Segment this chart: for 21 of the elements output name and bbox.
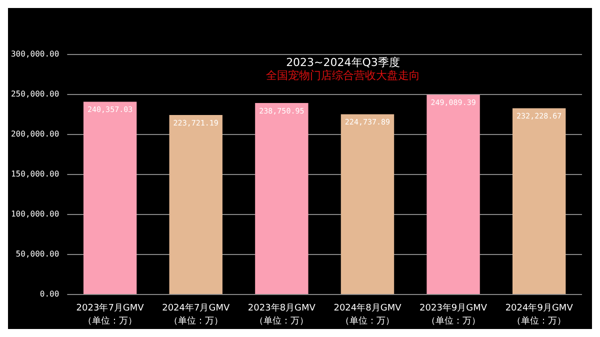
y-tick-label: 150,000.00 bbox=[10, 170, 60, 178]
bar bbox=[169, 115, 222, 294]
y-tick-label: 200,000.00 bbox=[10, 130, 60, 138]
x-tick-label: 2024年8月GMV （单位：万） bbox=[334, 302, 402, 326]
bar bbox=[340, 114, 394, 294]
x-tick-label: 2024年9月GMV （单位：万） bbox=[505, 302, 574, 326]
y-tick-label: 50,000.00 bbox=[16, 250, 60, 258]
y-tick-label: 0.00 bbox=[40, 290, 60, 298]
bar bbox=[255, 103, 308, 294]
x-tick-label: 2024年7月GMV （单位：万） bbox=[162, 302, 230, 326]
text: 全国宠物门店综合营收大盘走向 bbox=[266, 69, 420, 82]
x-tick-label: 2023年9月GMV （单位：万） bbox=[420, 302, 488, 326]
y-tick-label: 300,000.00 bbox=[10, 50, 60, 58]
y-tick-label: 100,000.00 bbox=[10, 210, 60, 218]
bar bbox=[512, 108, 566, 294]
chart-title: 2023~2024年Q3季度 bbox=[286, 56, 400, 69]
x-tick-label: 2023年8月GMV （单位：万） bbox=[248, 302, 316, 326]
bar bbox=[83, 102, 137, 294]
x-tick-label: 2023年7月GMV （单位：万） bbox=[76, 302, 145, 326]
y-tick-label: 250,000.00 bbox=[10, 90, 60, 98]
bar bbox=[426, 94, 480, 294]
